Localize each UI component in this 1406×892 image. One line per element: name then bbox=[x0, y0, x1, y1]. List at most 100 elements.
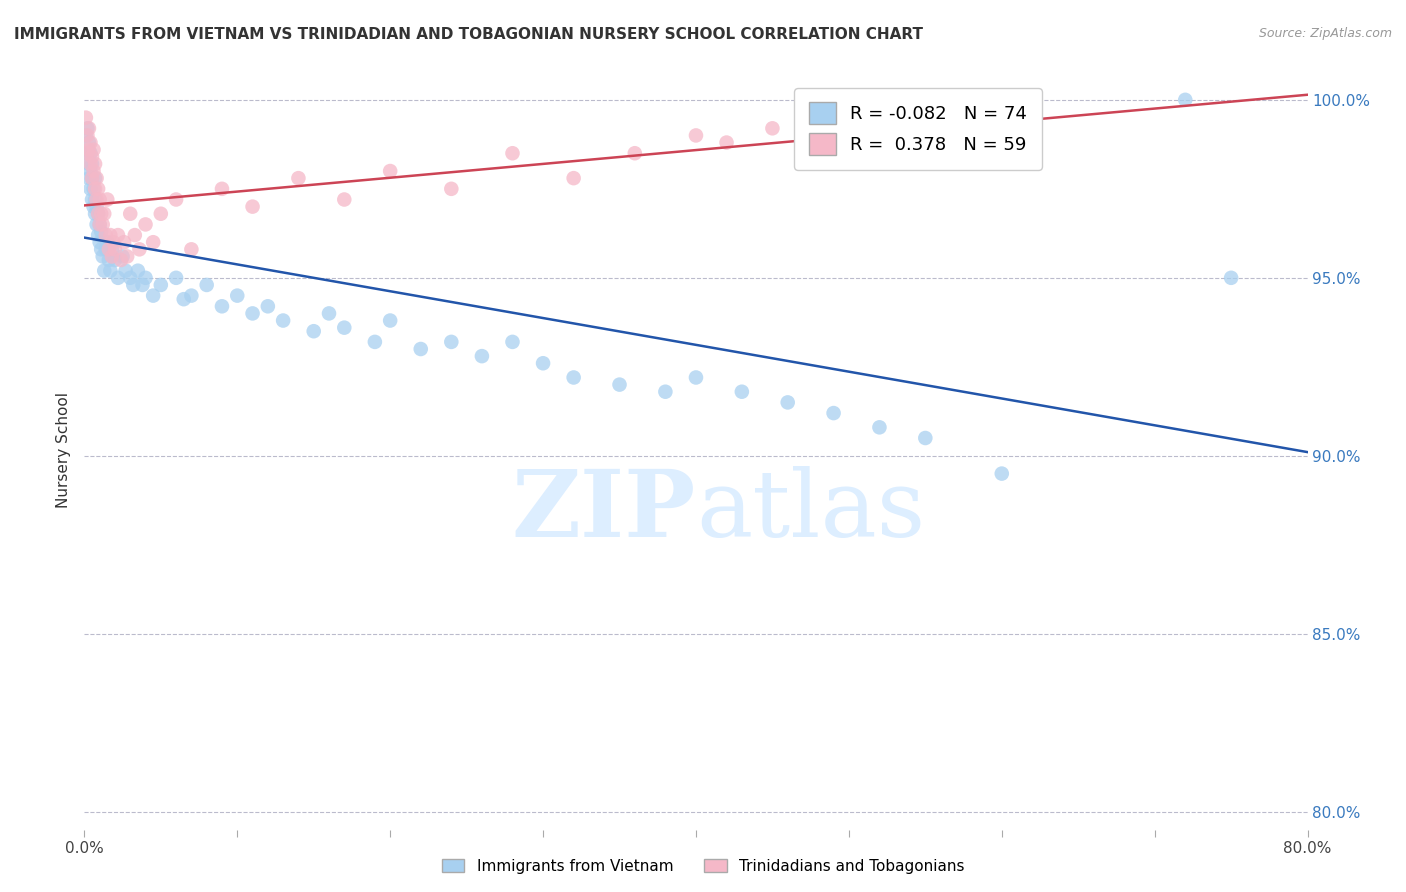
Point bbox=[83, 164, 105, 178]
Point bbox=[242, 306, 264, 320]
Point bbox=[124, 228, 146, 243]
Point bbox=[107, 228, 129, 243]
Point bbox=[80, 150, 103, 164]
Point bbox=[318, 306, 340, 320]
Point bbox=[90, 225, 112, 239]
Point bbox=[107, 270, 129, 285]
Point bbox=[75, 111, 97, 125]
Legend: Immigrants from Vietnam, Trinidadians and Tobagonians: Immigrants from Vietnam, Trinidadians an… bbox=[436, 853, 970, 880]
Point bbox=[173, 292, 195, 306]
Point bbox=[84, 207, 107, 221]
Point bbox=[79, 146, 101, 161]
Point bbox=[562, 370, 585, 384]
Point bbox=[112, 235, 135, 250]
Point bbox=[624, 146, 647, 161]
Point bbox=[111, 250, 134, 264]
Point bbox=[761, 121, 783, 136]
Point bbox=[98, 228, 121, 243]
Point bbox=[149, 277, 172, 292]
Legend: R = -0.082   N = 74, R =  0.378   N = 59: R = -0.082 N = 74, R = 0.378 N = 59 bbox=[794, 88, 1042, 170]
Point bbox=[91, 250, 114, 264]
Point bbox=[84, 182, 107, 196]
Point bbox=[120, 270, 142, 285]
Point bbox=[716, 136, 738, 150]
Point bbox=[87, 207, 110, 221]
Point bbox=[380, 313, 402, 327]
Point bbox=[86, 171, 108, 186]
Point bbox=[77, 136, 100, 150]
Point bbox=[89, 193, 111, 207]
Point bbox=[149, 207, 172, 221]
Text: Source: ZipAtlas.com: Source: ZipAtlas.com bbox=[1258, 27, 1392, 40]
Point bbox=[364, 334, 387, 349]
Point bbox=[94, 228, 117, 243]
Point bbox=[131, 277, 153, 292]
Point bbox=[77, 143, 100, 157]
Point bbox=[103, 235, 125, 250]
Point bbox=[226, 288, 249, 302]
Y-axis label: Nursery School: Nursery School bbox=[56, 392, 72, 508]
Point bbox=[75, 128, 97, 143]
Point bbox=[77, 171, 100, 186]
Point bbox=[83, 182, 105, 196]
Point bbox=[79, 182, 101, 196]
Point bbox=[776, 395, 799, 409]
Point bbox=[142, 235, 165, 250]
Point bbox=[89, 235, 111, 250]
Point bbox=[97, 253, 120, 268]
Point bbox=[991, 467, 1014, 481]
Point bbox=[823, 406, 845, 420]
Point bbox=[128, 243, 150, 257]
Point bbox=[87, 228, 110, 243]
Point bbox=[853, 136, 876, 150]
Point bbox=[77, 121, 100, 136]
Point bbox=[1174, 93, 1197, 107]
Point bbox=[89, 218, 111, 232]
Point bbox=[211, 182, 233, 196]
Point bbox=[914, 431, 936, 445]
Point bbox=[104, 243, 127, 257]
Point bbox=[120, 207, 142, 221]
Point bbox=[87, 182, 110, 196]
Point bbox=[80, 171, 103, 186]
Point bbox=[195, 277, 218, 292]
Point bbox=[80, 193, 103, 207]
Point bbox=[180, 288, 202, 302]
Point bbox=[127, 263, 149, 277]
Text: atlas: atlas bbox=[696, 467, 925, 556]
Point bbox=[883, 121, 905, 136]
Point bbox=[76, 121, 98, 136]
Point bbox=[98, 263, 121, 277]
Point bbox=[685, 128, 707, 143]
Point bbox=[502, 334, 524, 349]
Point bbox=[80, 171, 103, 186]
Point bbox=[271, 313, 294, 327]
Point bbox=[242, 200, 264, 214]
Point bbox=[333, 193, 356, 207]
Point bbox=[211, 299, 233, 313]
Point bbox=[84, 157, 107, 171]
Point bbox=[83, 200, 105, 214]
Point bbox=[562, 171, 585, 186]
Point bbox=[96, 193, 118, 207]
Point bbox=[89, 218, 111, 232]
Point bbox=[97, 243, 120, 257]
Point bbox=[86, 193, 108, 207]
Point bbox=[302, 324, 325, 338]
Point bbox=[1220, 270, 1243, 285]
Point bbox=[731, 384, 754, 399]
Point bbox=[180, 243, 202, 257]
Point bbox=[79, 157, 101, 171]
Point bbox=[114, 263, 136, 277]
Point bbox=[104, 253, 127, 268]
Point bbox=[76, 128, 98, 143]
Point bbox=[90, 207, 112, 221]
Point bbox=[93, 263, 115, 277]
Point bbox=[122, 277, 145, 292]
Point bbox=[869, 420, 891, 434]
Point bbox=[101, 250, 124, 264]
Point bbox=[960, 128, 983, 143]
Point bbox=[823, 111, 845, 125]
Point bbox=[86, 218, 108, 232]
Point bbox=[87, 207, 110, 221]
